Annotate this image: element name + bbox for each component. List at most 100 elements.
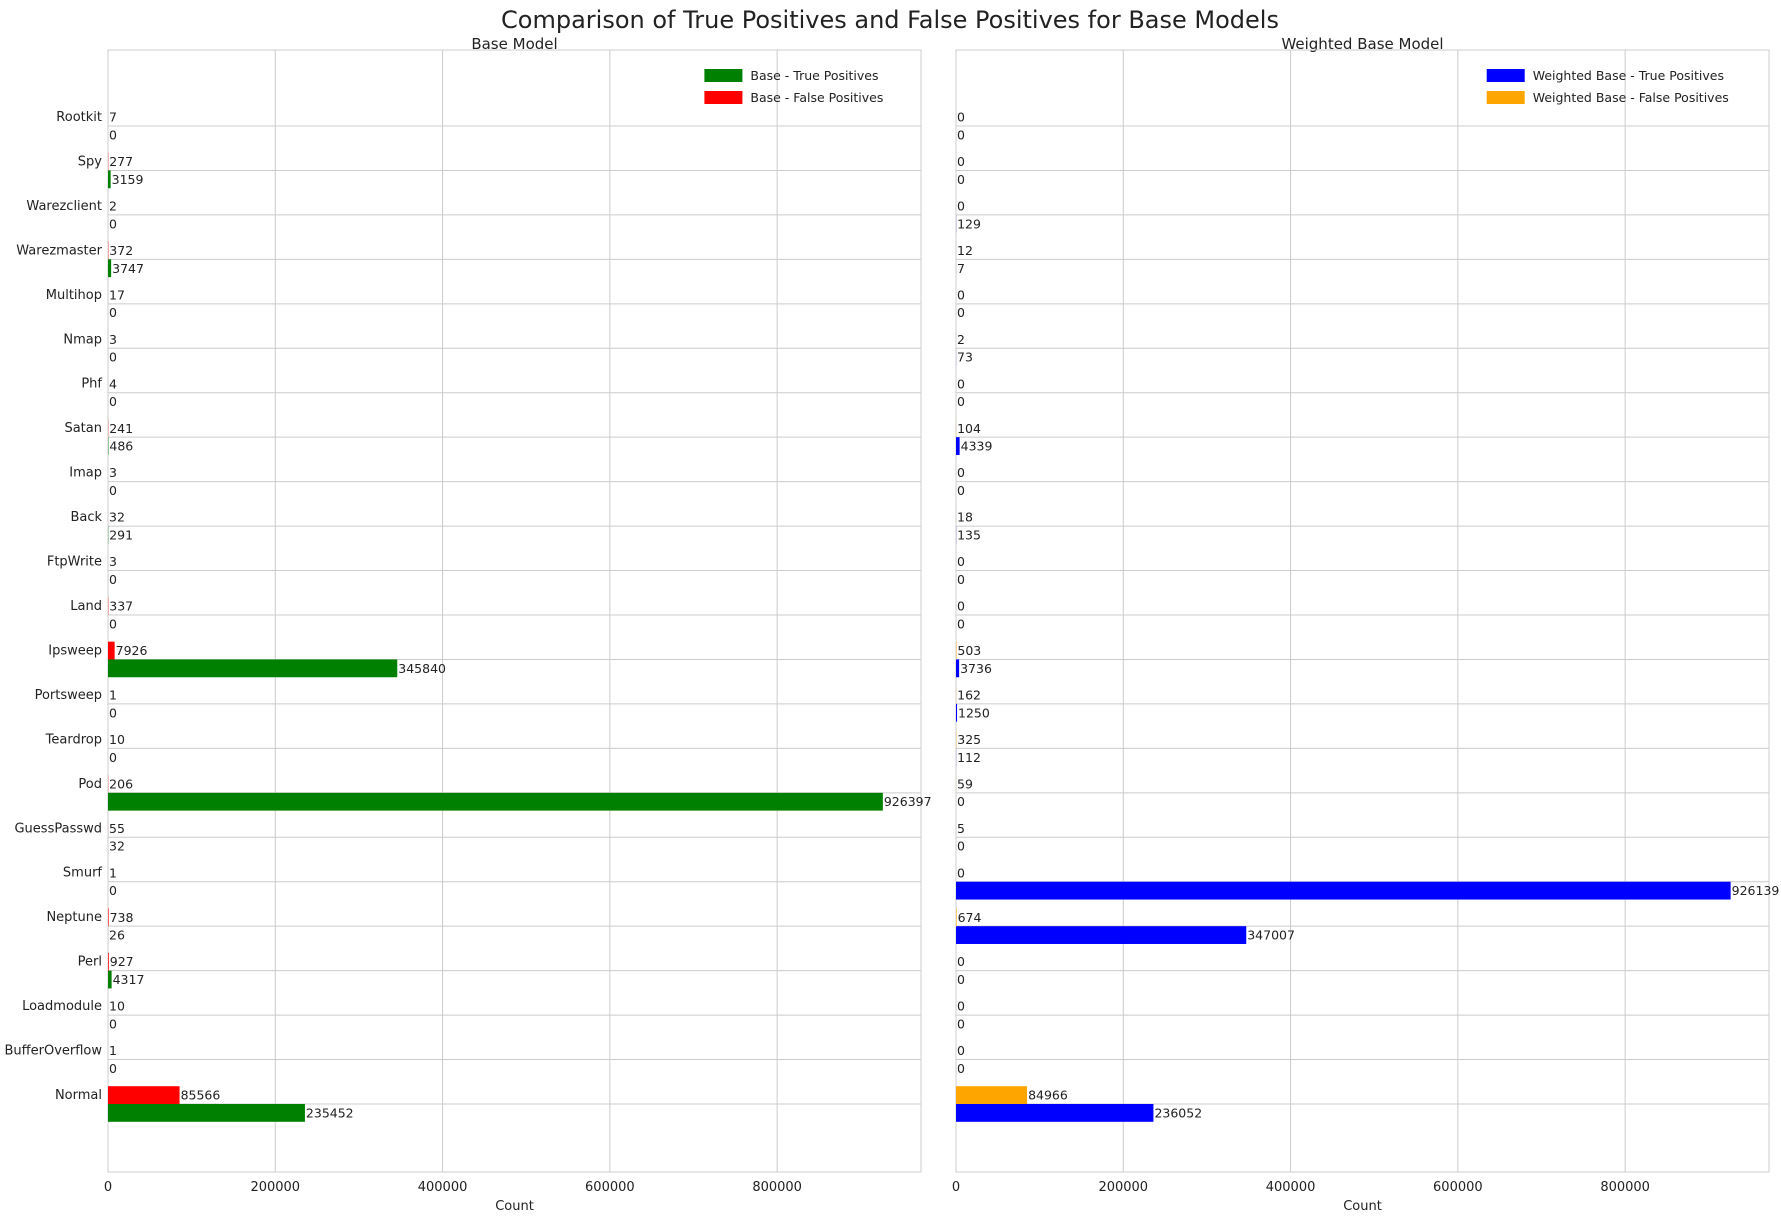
legend-label: Base - True Positives xyxy=(750,68,878,83)
y-tick-label: Multihop xyxy=(46,288,102,303)
bar xyxy=(956,703,958,722)
data-label: 0 xyxy=(109,1061,117,1076)
y-tick-label: Normal xyxy=(55,1088,102,1103)
data-label: 0 xyxy=(109,750,117,765)
panel-title: Weighted Base Model xyxy=(1281,35,1443,53)
data-label: 0 xyxy=(957,972,965,987)
x-axis-label: Count xyxy=(495,1199,534,1214)
data-label: 3 xyxy=(109,554,117,569)
data-label: 0 xyxy=(109,127,117,142)
bar xyxy=(108,908,109,927)
data-label: 17 xyxy=(109,287,125,302)
y-tick-label: BufferOverflow xyxy=(5,1044,103,1059)
x-tick-label: 200000 xyxy=(1098,1180,1148,1195)
data-label: 55 xyxy=(109,821,125,836)
data-label: 32 xyxy=(109,510,125,525)
x-tick-label: 800000 xyxy=(1600,1180,1650,1195)
data-label: 926397 xyxy=(884,794,932,809)
data-label: 277 xyxy=(109,154,133,169)
data-label: 3747 xyxy=(112,261,144,276)
legend-label: Base - False Positives xyxy=(750,90,883,105)
panel-title: Base Model xyxy=(471,35,557,53)
data-label: 32 xyxy=(109,839,125,854)
y-tick-label: Loadmodule xyxy=(22,999,102,1014)
data-label: 486 xyxy=(109,439,133,454)
data-label: 0 xyxy=(957,1043,965,1058)
data-label: 7 xyxy=(957,261,965,276)
data-label: 345840 xyxy=(398,661,446,676)
y-tick-label: Nmap xyxy=(63,332,102,347)
data-label: 3 xyxy=(109,332,117,347)
bar xyxy=(108,641,115,660)
y-tick-label: Rootkit xyxy=(56,110,102,125)
data-label: 1250 xyxy=(958,705,990,720)
y-tick-label: Teardrop xyxy=(45,732,102,747)
bar xyxy=(108,1086,180,1104)
data-label: 372 xyxy=(109,243,133,258)
data-label: 926139 xyxy=(1732,883,1780,898)
data-label: 129 xyxy=(957,216,981,231)
y-tick-label: Satan xyxy=(64,421,102,436)
data-label: 3736 xyxy=(960,661,992,676)
y-tick-label: Warezclient xyxy=(26,199,102,214)
data-label: 4317 xyxy=(113,972,145,987)
data-label: 235452 xyxy=(306,1105,354,1120)
data-label: 7 xyxy=(109,110,117,125)
data-label: 1 xyxy=(109,1043,117,1058)
data-label: 0 xyxy=(109,350,117,365)
data-label: 0 xyxy=(957,127,965,142)
bar xyxy=(956,926,1247,944)
y-tick-label: FtpWrite xyxy=(47,555,102,570)
data-label: 0 xyxy=(957,483,965,498)
bar xyxy=(956,437,960,455)
data-label: 738 xyxy=(110,910,134,925)
series-true-positives: 2354520043172603292639700345840002910486… xyxy=(108,127,932,1122)
data-label: 325 xyxy=(957,732,981,747)
data-label: 674 xyxy=(958,910,982,925)
data-label: 0 xyxy=(957,465,965,480)
bar xyxy=(108,659,398,678)
data-label: 12 xyxy=(957,243,973,258)
y-tick-label: Ipsweep xyxy=(48,643,102,658)
data-label: 10 xyxy=(109,999,125,1014)
y-tick-label: Portsweep xyxy=(35,688,102,703)
data-label: 5 xyxy=(957,821,965,836)
data-label: 2 xyxy=(957,332,965,347)
data-label: 0 xyxy=(957,794,965,809)
legend-label: Weighted Base - True Positives xyxy=(1533,68,1724,83)
x-tick-label: 0 xyxy=(952,1180,960,1195)
data-label: 0 xyxy=(957,599,965,614)
data-label: 0 xyxy=(957,554,965,569)
data-label: 112 xyxy=(957,750,981,765)
plot-frame xyxy=(107,49,922,1173)
y-tick-label: GuessPasswd xyxy=(14,821,102,836)
series-false-positives: 84966 0 0 0 674 0 5 59 325 162 503 0 0 18 0 104 0 2 0 12 0 0 0 xyxy=(956,110,1068,1104)
chart-title: Comparison of True Positives and False P… xyxy=(501,6,1279,34)
y-tick-label: Smurf xyxy=(63,866,102,881)
data-label: 347007 xyxy=(1247,928,1295,943)
data-label: 0 xyxy=(957,394,965,409)
data-label: 0 xyxy=(957,616,965,631)
data-label: 0 xyxy=(109,883,117,898)
data-label: 291 xyxy=(109,527,133,542)
data-label: 0 xyxy=(109,616,117,631)
y-tick-label: Warezmaster xyxy=(16,243,102,258)
data-label: 0 xyxy=(957,999,965,1014)
bar xyxy=(956,881,1731,900)
x-tick-label: 200000 xyxy=(250,1180,300,1195)
data-label: 0 xyxy=(957,110,965,125)
x-tick-label: 800000 xyxy=(752,1180,802,1195)
legend-swatch xyxy=(1486,91,1525,104)
data-label: 0 xyxy=(109,394,117,409)
y-tick-label: Back xyxy=(70,510,102,525)
data-label: 0 xyxy=(957,199,965,214)
data-label: 0 xyxy=(109,1016,117,1031)
y-tick-label: Imap xyxy=(69,466,102,481)
data-label: 0 xyxy=(957,305,965,320)
legend-swatch xyxy=(1486,69,1525,82)
data-label: 1 xyxy=(109,865,117,880)
data-label: 503 xyxy=(957,643,981,658)
